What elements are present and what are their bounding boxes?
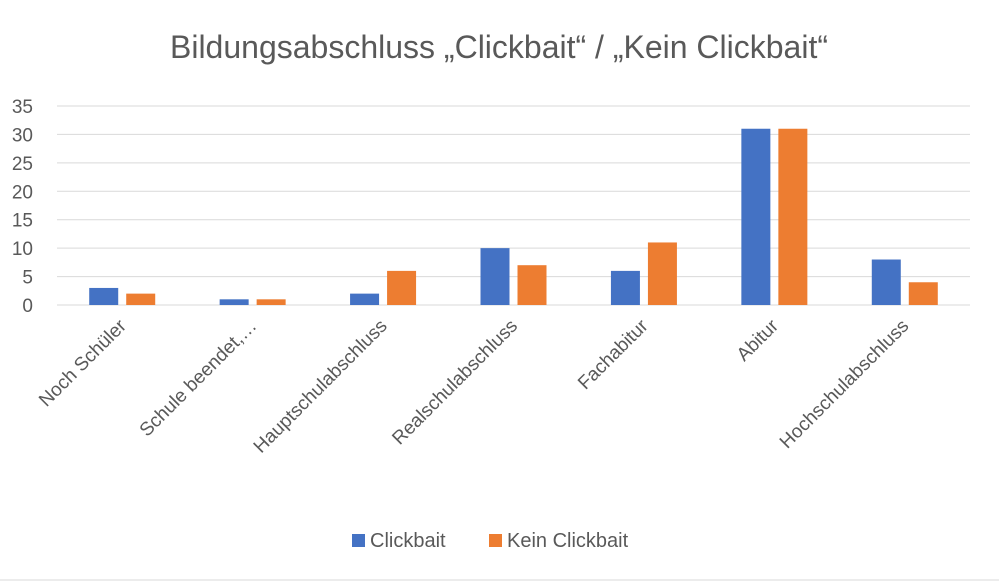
- bar-clickbait: [89, 287, 119, 305]
- y-tick-label: 30: [12, 125, 33, 146]
- gridlines: [57, 105, 970, 306]
- legend: Clickbait Kein Clickbait: [352, 530, 629, 552]
- y-tick-label: 5: [22, 268, 33, 289]
- chart-title: Bildungsabschluss „Clickbait“ / „Kein Cl…: [170, 29, 828, 65]
- x-tick-label: Abitur: [733, 315, 783, 365]
- legend-label: Clickbait: [370, 530, 446, 552]
- x-tick-label: Hochschulabschluss: [776, 316, 913, 453]
- bar-clickbait: [350, 293, 380, 305]
- bar-kein-clickbait: [256, 299, 286, 305]
- bar-clickbait: [480, 248, 510, 305]
- x-tick-label: Realschulabschluss: [388, 316, 522, 450]
- x-axis-ticks: Noch Schüler Schule beendet,…Hauptschulab…: [35, 315, 913, 457]
- bar-kein-clickbait: [908, 282, 938, 305]
- bar-clickbait: [871, 259, 901, 305]
- bar-kein-clickbait: [126, 293, 156, 305]
- legend-swatch: [352, 534, 365, 547]
- x-tick-label: Schule beendet,…: [136, 316, 261, 441]
- y-tick-label: 15: [12, 211, 33, 232]
- legend-label: Kein Clickbait: [507, 530, 629, 552]
- legend-swatch: [489, 534, 502, 547]
- bar-clickbait: [219, 299, 249, 305]
- bar-kein-clickbait: [387, 270, 417, 305]
- y-tick-label: 10: [12, 239, 33, 260]
- bar-kein-clickbait: [517, 265, 547, 305]
- bars: [89, 128, 938, 305]
- x-tick-label: Hauptschulabschluss: [250, 316, 392, 458]
- x-tick-label: Noch Schüler: [35, 315, 131, 411]
- bar-clickbait: [610, 270, 640, 305]
- y-tick-label: 20: [12, 182, 33, 203]
- bar-clickbait: [741, 128, 771, 305]
- y-tick-label: 0: [22, 296, 33, 317]
- bar-kein-clickbait: [647, 242, 677, 305]
- y-tick-label: 25: [12, 154, 33, 175]
- bar-kein-clickbait: [778, 128, 808, 305]
- x-tick-label: Fachabitur: [574, 315, 653, 394]
- y-axis-ticks: 0 5 10 15 20 25 30 35: [12, 97, 33, 317]
- y-tick-label: 35: [12, 97, 33, 118]
